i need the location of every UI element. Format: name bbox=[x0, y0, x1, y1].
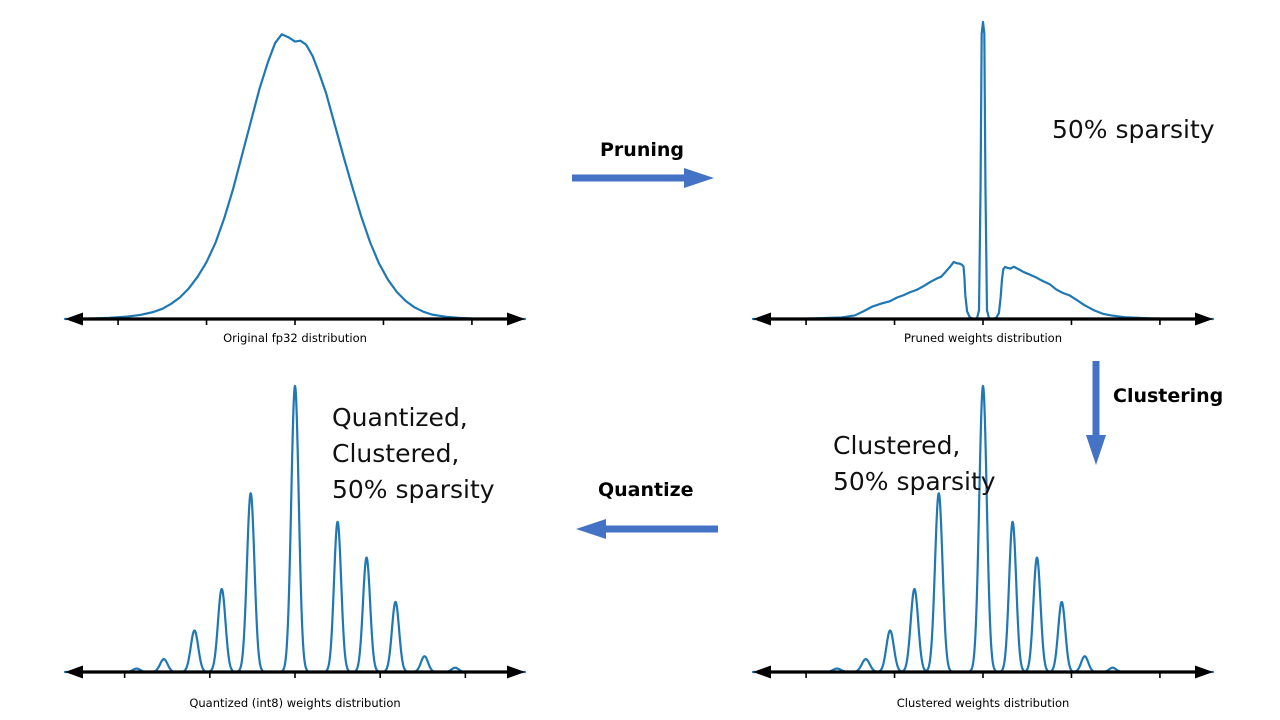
curve-group bbox=[63, 33, 527, 321]
chart-quantized-weights: −100−50050100 bbox=[60, 378, 530, 680]
x-axis: −100−50050100 bbox=[65, 665, 525, 679]
x-axis: −4−2024 bbox=[753, 312, 1213, 326]
curve-group bbox=[751, 20, 1215, 321]
chart-original-fp32: −4−2024 bbox=[60, 8, 530, 328]
density-curve bbox=[63, 33, 527, 321]
annotation-50-sparsity: 50% sparsity bbox=[1052, 115, 1215, 144]
chart-clustered-weights-svg: −4−2024 bbox=[751, 384, 1215, 679]
pruning-arrow-icon bbox=[572, 168, 714, 188]
arrow-label-pruning: Pruning bbox=[600, 139, 684, 161]
annotation-clustered-sparsity: Clustered, 50% sparsity bbox=[833, 431, 996, 496]
chart-quantized-weights-svg: −100−50050100 bbox=[63, 384, 527, 679]
axis-arrow-left-icon bbox=[65, 312, 83, 326]
axis-arrow-left-icon bbox=[753, 312, 771, 326]
annotation-quantized-clustered-sparsity: Quantized, Clustered, 50% sparsity bbox=[332, 403, 495, 504]
chart-pruned-weights: −4−2024 bbox=[748, 8, 1218, 328]
axis-arrow-right-icon bbox=[507, 312, 525, 326]
arrow-label-clustering: Clustering bbox=[1113, 385, 1224, 407]
quantize-arrow-icon bbox=[576, 519, 718, 539]
x-axis: −4−2024 bbox=[65, 312, 525, 326]
axis-arrow-right-icon bbox=[1195, 665, 1213, 679]
axis-arrow-left-icon bbox=[753, 665, 771, 679]
arrow-label-quantize: Quantize bbox=[598, 479, 694, 501]
density-curve bbox=[751, 20, 1215, 321]
xlabel-original: Original fp32 distribution bbox=[223, 331, 367, 345]
chart-clustered-weights: −4−2024 bbox=[748, 378, 1218, 680]
axis-arrow-right-icon bbox=[507, 665, 525, 679]
chart-pruned-weights-svg: −4−2024 bbox=[751, 20, 1215, 326]
chart-original-fp32-svg: −4−2024 bbox=[63, 33, 527, 326]
clustering-arrow-icon bbox=[1086, 361, 1106, 465]
xlabel-pruned: Pruned weights distribution bbox=[903, 331, 1063, 345]
axis-arrow-right-icon bbox=[1195, 312, 1213, 326]
axis-arrow-left-icon bbox=[65, 665, 83, 679]
x-axis: −4−2024 bbox=[753, 665, 1213, 679]
xlabel-clustered: Clustered weights distribution bbox=[896, 696, 1070, 710]
xlabel-quantized: Quantized (int8) weights distribution bbox=[189, 696, 401, 710]
